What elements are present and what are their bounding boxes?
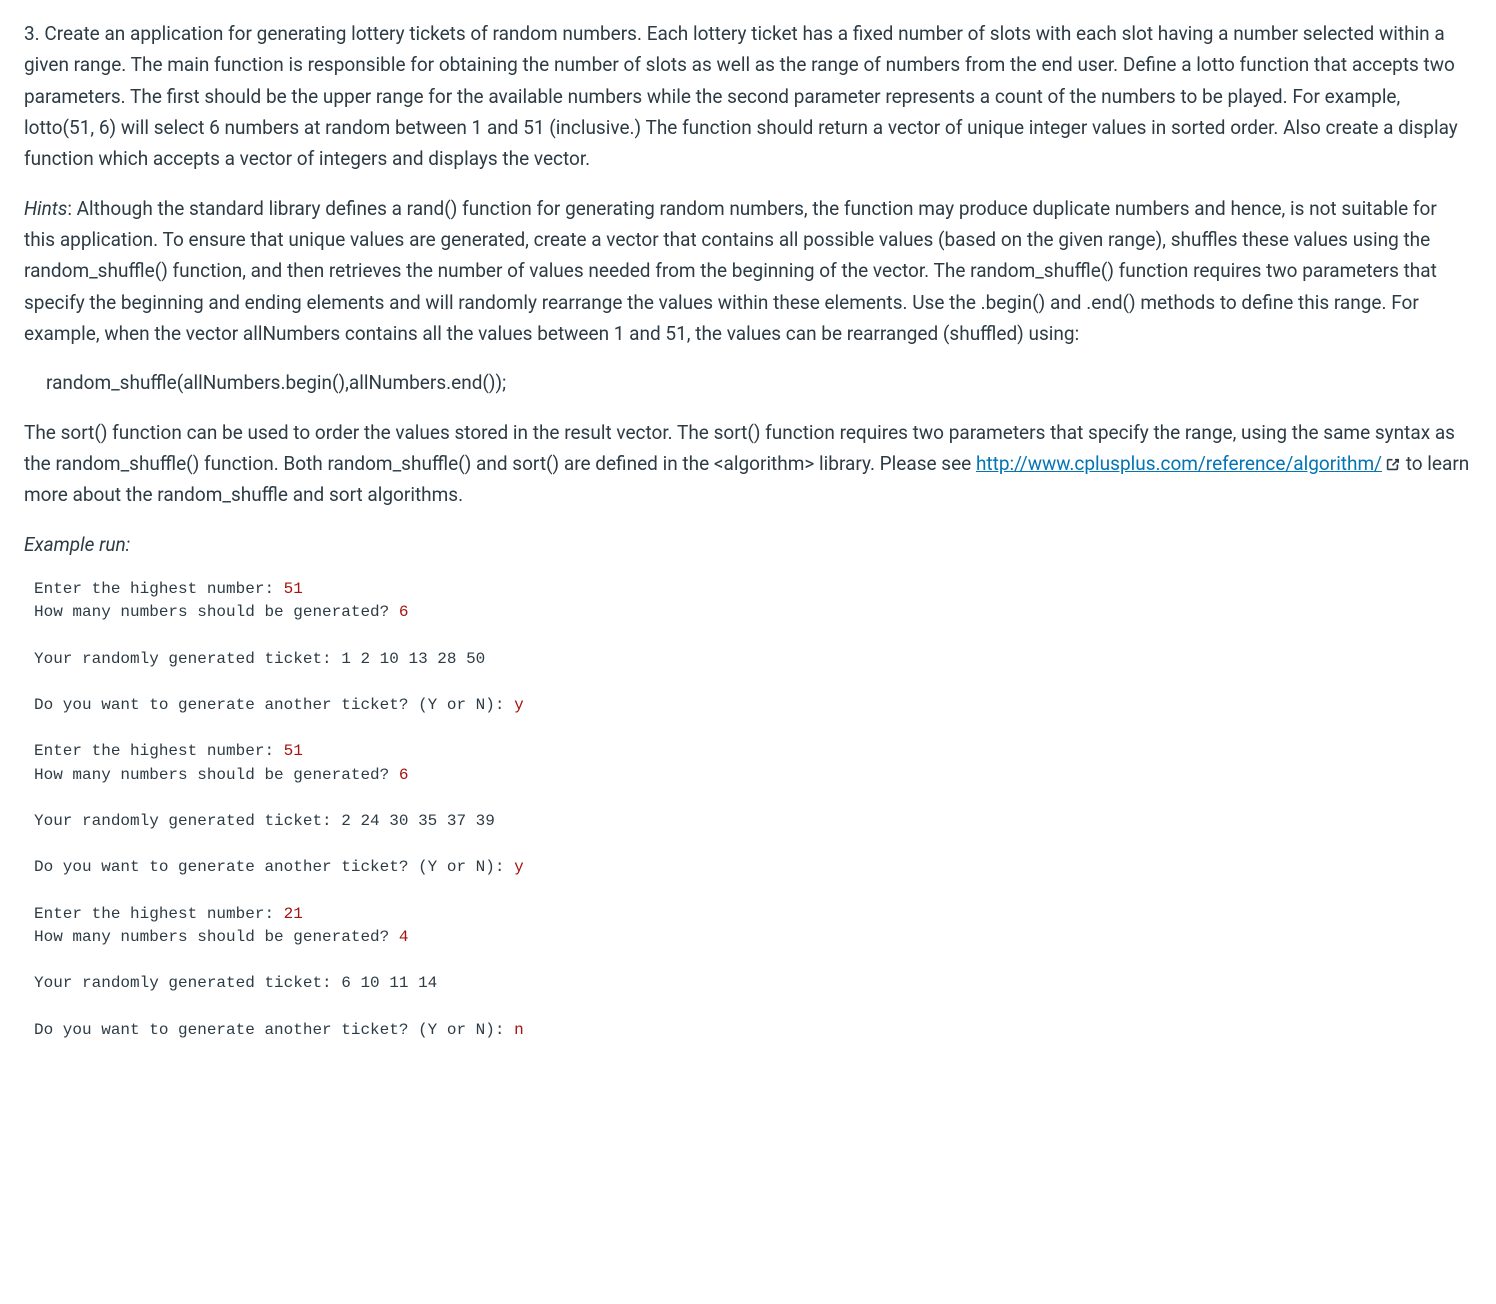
user-input: n xyxy=(514,1021,524,1039)
console-line: Your randomly generated ticket: 1 2 10 1… xyxy=(34,648,1472,671)
console-line: Your randomly generated ticket: 6 10 11 … xyxy=(34,972,1472,995)
user-input: 6 xyxy=(399,603,409,621)
user-input: 6 xyxy=(399,766,409,784)
console-output: Enter the highest number: 51How many num… xyxy=(24,578,1472,1042)
example-run-label: Example run: xyxy=(24,529,1472,560)
console-line xyxy=(34,717,1472,740)
console-line: Your randomly generated ticket: 2 24 30 … xyxy=(34,810,1472,833)
console-line xyxy=(34,625,1472,648)
console-line: How many numbers should be generated? 6 xyxy=(34,764,1472,787)
console-line xyxy=(34,949,1472,972)
hints-paragraph: Hints: Although the standard library def… xyxy=(24,193,1472,350)
hints-text: : Although the standard library defines … xyxy=(24,197,1437,345)
console-line: Enter the highest number: 51 xyxy=(34,740,1472,763)
console-line: Enter the highest number: 21 xyxy=(34,903,1472,926)
user-input: 21 xyxy=(284,905,303,923)
external-link-icon xyxy=(1386,449,1399,480)
user-input: y xyxy=(514,696,524,714)
console-line: Enter the highest number: 51 xyxy=(34,578,1472,601)
problem-description: 3. Create an application for generating … xyxy=(24,18,1472,175)
code-snippet: random_shuffle(allNumbers.begin(),allNum… xyxy=(24,367,1472,398)
console-line xyxy=(34,833,1472,856)
user-input: y xyxy=(514,858,524,876)
console-line xyxy=(34,880,1472,903)
console-line xyxy=(34,671,1472,694)
reference-link[interactable]: http://www.cplusplus.com/reference/algor… xyxy=(976,452,1382,475)
console-line xyxy=(34,787,1472,810)
console-line: How many numbers should be generated? 6 xyxy=(34,601,1472,624)
hints-label: Hints xyxy=(24,197,67,220)
user-input: 4 xyxy=(399,928,409,946)
console-line xyxy=(34,996,1472,1019)
user-input: 51 xyxy=(284,580,303,598)
console-line: Do you want to generate another ticket? … xyxy=(34,1019,1472,1042)
user-input: 51 xyxy=(284,742,303,760)
console-line: Do you want to generate another ticket? … xyxy=(34,856,1472,879)
console-line: Do you want to generate another ticket? … xyxy=(34,694,1472,717)
console-line: How many numbers should be generated? 4 xyxy=(34,926,1472,949)
sort-explanation: The sort() function can be used to order… xyxy=(24,417,1472,511)
